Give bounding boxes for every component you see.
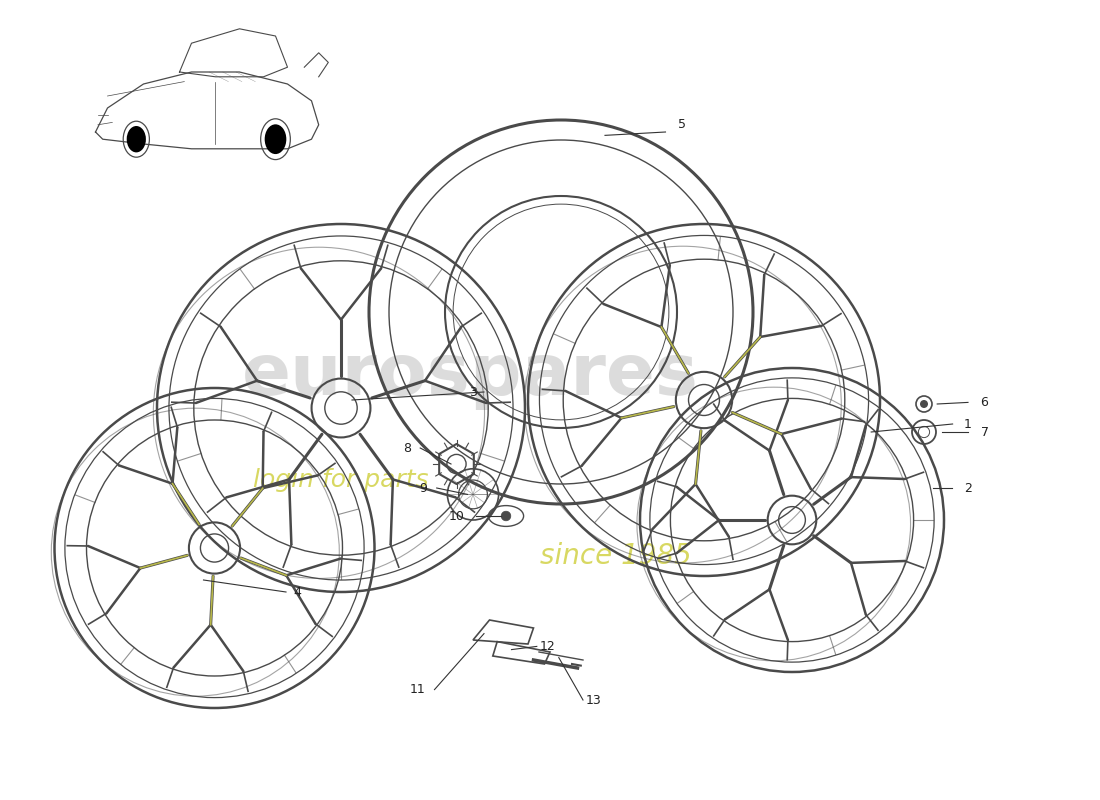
Text: 7: 7 [980,426,989,438]
Text: 8: 8 [403,442,411,454]
Text: since 1985: since 1985 [540,542,692,570]
Ellipse shape [502,511,510,521]
Text: 3: 3 [469,386,477,398]
Text: 1: 1 [964,418,972,430]
Text: login for parts: login for parts [253,468,429,492]
Text: 9: 9 [419,482,428,494]
Ellipse shape [265,124,286,154]
Text: 12: 12 [540,640,556,653]
Text: 11: 11 [410,683,426,696]
Text: 10: 10 [449,510,464,522]
Ellipse shape [920,400,928,408]
Text: 5: 5 [678,118,686,130]
Text: 13: 13 [586,694,602,706]
Text: eurospares: eurospares [242,342,698,410]
Text: 2: 2 [964,482,972,494]
Text: 4: 4 [293,586,301,598]
Text: 6: 6 [980,396,989,409]
Ellipse shape [126,126,146,153]
